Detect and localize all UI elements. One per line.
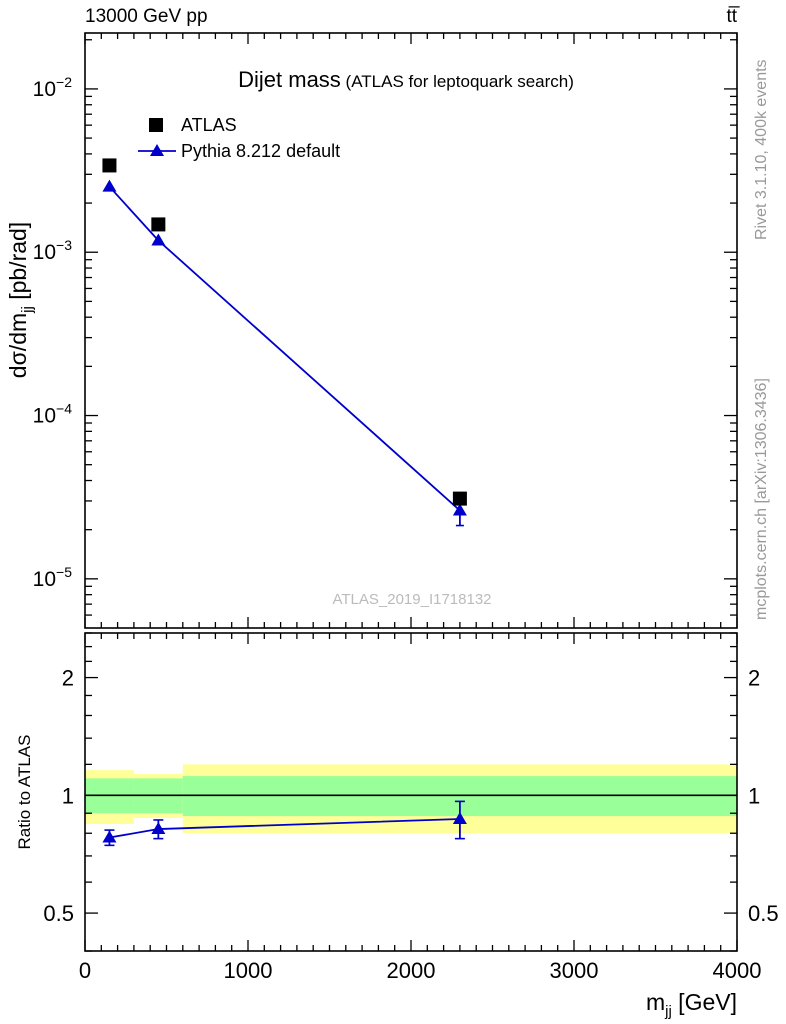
- y-tick-exponent: −4: [56, 401, 72, 417]
- ratio-y-tick-label-right: 2: [748, 666, 760, 691]
- x-axis-ticks: [84, 33, 738, 628]
- x-tick-label: 2000: [387, 958, 436, 983]
- ratio-triangle-marker: [151, 822, 166, 835]
- y-tick-label: 10−3: [33, 237, 73, 264]
- watermark-label: ATLAS_2019_I1718132: [332, 591, 491, 608]
- x-tick-label: 1000: [224, 958, 273, 983]
- header-process-label: tt̅: [726, 6, 740, 27]
- pythia-triangle-marker: [452, 503, 467, 516]
- pythia-line: [108, 186, 461, 512]
- ratio-y-tick-label: 1: [62, 783, 74, 808]
- ratio-y-axis-ticks: [85, 632, 737, 952]
- legend: ATLAS Pythia 8.212 default: [138, 115, 340, 161]
- legend-label-pythia: Pythia 8.212 default: [181, 141, 340, 161]
- plot-title-suffix: (ATLAS for leptoquark search): [341, 72, 574, 91]
- atlas-square-marker: [151, 217, 166, 232]
- pythia-triangle-marker: [102, 179, 117, 192]
- x-tick-label: 3000: [550, 958, 599, 983]
- ratio-uncertainty-bands: [85, 764, 738, 834]
- sidebar-mcplots-reference: mcplots.cern.ch [arXiv:1306.3436]: [753, 378, 770, 620]
- y-tick-label: 10−2: [33, 74, 73, 101]
- ratio-y-tick-label-right: 1: [748, 783, 760, 808]
- ratio-y-tick-label: 0.5: [43, 901, 74, 926]
- pythia-series-main: [102, 179, 467, 527]
- sidebar-rivet-version: Rivet 3.1.10, 400k events: [753, 59, 770, 240]
- square-marker: [149, 118, 163, 132]
- plot-title: Dijet mass (ATLAS for leptoquark search): [238, 67, 574, 92]
- header-beam-label: 13000 GeV pp: [85, 6, 208, 27]
- atlas-square-marker: [452, 491, 467, 506]
- y-axis-label-text: dσ/dmjj [pb/rad]: [5, 222, 36, 378]
- atlas-square-marker: [102, 158, 117, 173]
- main-y-axis-label: dσ/dmjj [pb/rad]: [5, 222, 36, 378]
- y-tick-exponent: −2: [56, 74, 72, 90]
- ratio-triangle-marker: [102, 830, 117, 843]
- x-axis-ticks: [84, 633, 738, 951]
- y-tick-label: 10−4: [33, 401, 73, 428]
- ratio-y-axis-label: Ratio to ATLAS: [15, 735, 34, 850]
- y-tick-exponent: −5: [56, 564, 72, 580]
- triangle-marker: [150, 144, 164, 156]
- ratio-triangle-marker: [452, 811, 467, 824]
- pythia-series-ratio: [102, 800, 467, 847]
- ratio-y-tick-label: 2: [62, 666, 74, 691]
- atlas-series-main: [102, 158, 467, 506]
- legend-label-atlas: ATLAS: [181, 115, 237, 135]
- ratio-y-tick-label-right: 0.5: [748, 901, 779, 926]
- x-tick-label: 4000: [713, 958, 762, 983]
- main-y-axis-ticks: [85, 39, 737, 616]
- y-tick-exponent: −3: [56, 237, 72, 253]
- x-axis-label: mjj [GeV]: [646, 989, 737, 1020]
- y-tick-label: 10−5: [33, 564, 73, 591]
- pythia-triangle-marker: [151, 233, 166, 246]
- x-tick-label: 0: [79, 958, 91, 983]
